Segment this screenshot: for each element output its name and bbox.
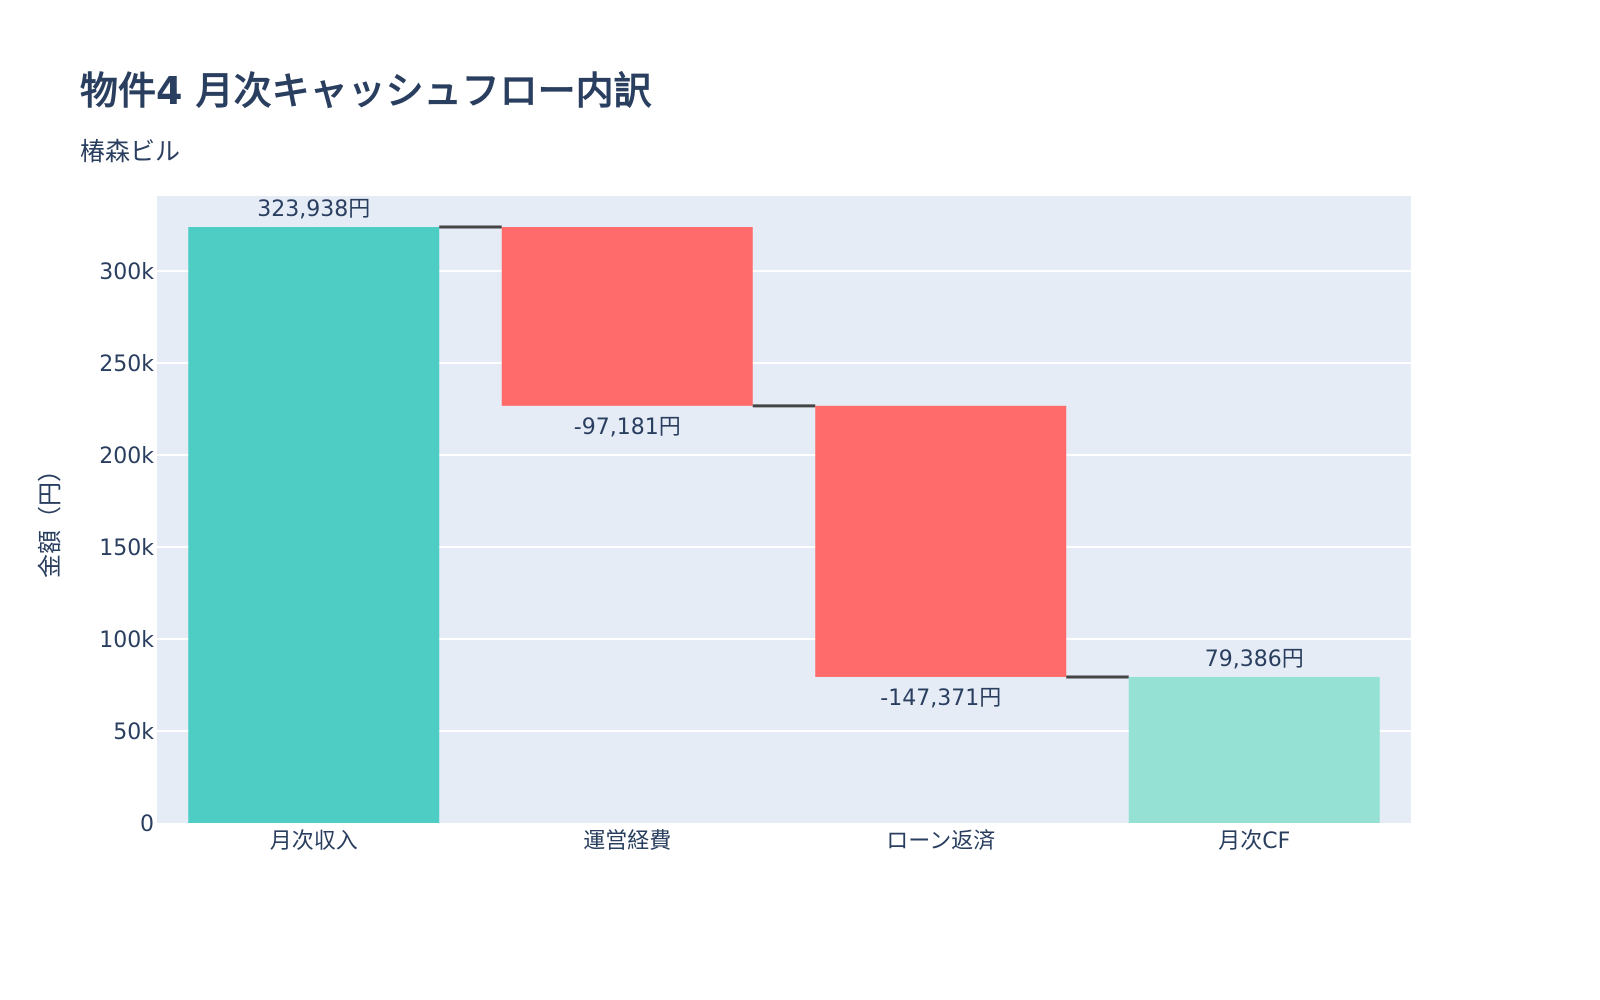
data-label: -97,181円: [574, 415, 681, 440]
bar-1: [188, 227, 440, 823]
y-tick-label: 150k: [99, 536, 154, 561]
data-label: -147,371円: [880, 686, 1001, 711]
data-label: 323,938円: [257, 197, 370, 222]
x-tick-label: 運営経費: [583, 829, 671, 854]
y-tick-label: 0: [140, 812, 154, 837]
y-tick-label: 50k: [113, 720, 154, 745]
y-tick-label: 200k: [99, 444, 154, 469]
x-axis-ticks: 月次収入 運営経費 ローン返済 月次CF: [270, 829, 1291, 854]
y-tick-label: 250k: [99, 352, 154, 377]
x-tick-label: ローン返済: [886, 829, 995, 854]
x-tick-label: 月次CF: [1218, 829, 1290, 854]
chart-subtitle: 椿森ビル: [80, 137, 181, 166]
y-tick-label: 300k: [99, 260, 154, 285]
bar-4: [1128, 676, 1380, 823]
bars: 323,938円 -97,181円 -147,371円 79,386円: [188, 197, 1380, 823]
y-axis-ticks: 0 50k 100k 150k 200k 250k 300k: [99, 260, 154, 837]
x-tick-label: 月次収入: [270, 829, 358, 854]
bar-2: [501, 227, 753, 406]
data-label: 79,386円: [1205, 647, 1304, 672]
bar-3: [815, 405, 1067, 677]
y-axis-title: 金額（円）: [36, 458, 64, 578]
chart-title: 物件4 月次キャッシュフロー内訳: [80, 69, 652, 113]
y-tick-label: 100k: [99, 628, 154, 653]
